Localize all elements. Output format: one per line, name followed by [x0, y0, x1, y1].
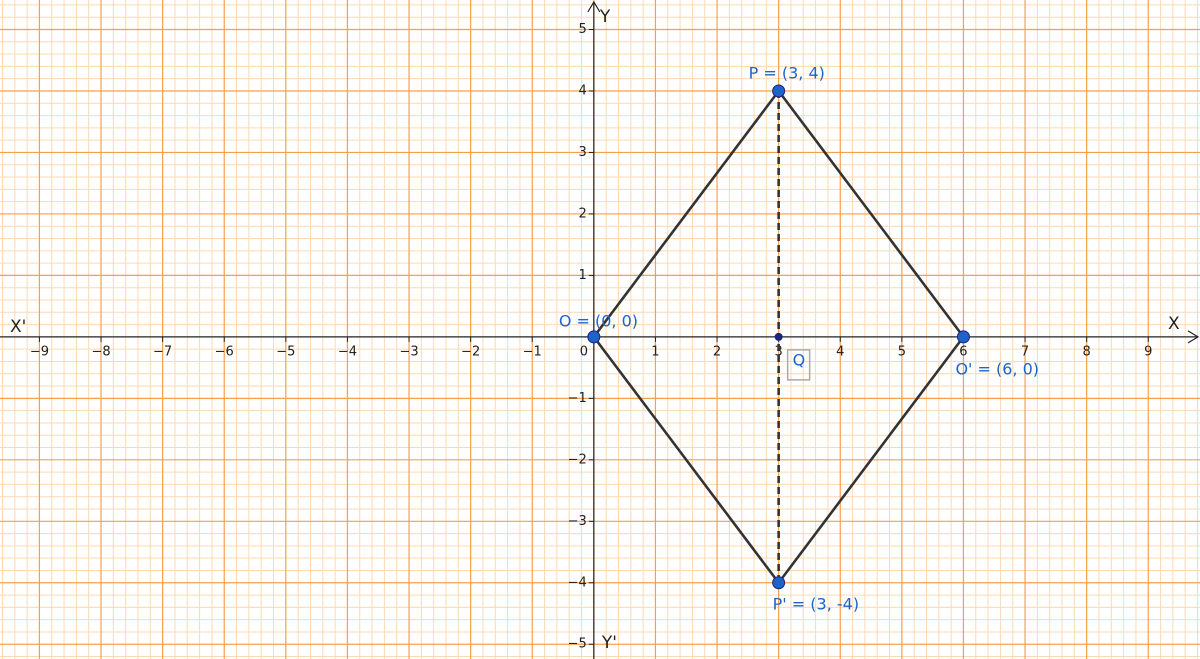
y-tick-label: −3 [568, 514, 587, 529]
x-tick-label: 0 [580, 344, 588, 359]
y-tick-label: −4 [568, 575, 587, 590]
point-label: Q [793, 350, 806, 369]
x-tick-label: −8 [91, 344, 110, 359]
x-tick-label: −2 [461, 344, 480, 359]
axis-label: X' [10, 317, 26, 337]
axis-label: X [1168, 314, 1180, 334]
label-box [786, 349, 811, 381]
segment [777, 336, 965, 584]
segment [592, 90, 780, 338]
point [772, 576, 786, 590]
x-axis-arrow [1187, 330, 1200, 344]
segment [592, 336, 780, 584]
point-label: P' = (3, -4) [773, 594, 859, 613]
axis-label: Y [599, 7, 611, 27]
point [587, 330, 601, 344]
x-tick-label: 6 [959, 344, 967, 359]
x-tick-label: 7 [1021, 344, 1029, 359]
y-tick-label: 1 [579, 268, 587, 283]
x-tick-label: −9 [30, 344, 49, 359]
x-tick-label: −1 [523, 344, 542, 359]
point-label: O = (0, 0) [559, 311, 638, 330]
y-tick-label: 4 [579, 83, 587, 98]
x-tick-label: 2 [713, 344, 721, 359]
y-tick-label: −2 [568, 452, 587, 467]
x-tick-label: −7 [153, 344, 172, 359]
segment [777, 90, 965, 338]
x-tick-label: 5 [898, 344, 906, 359]
point [774, 332, 783, 341]
x-tick-label: −5 [276, 344, 295, 359]
y-tick-label: 3 [579, 145, 587, 160]
x-tick-label: 1 [651, 344, 659, 359]
point [956, 330, 970, 344]
y-tick-label: −1 [568, 391, 587, 406]
y-tick-label: 2 [579, 206, 587, 221]
x-tick-label: 4 [836, 344, 844, 359]
y-tick-label: −5 [568, 637, 587, 652]
x-tick-label: 3 [775, 344, 783, 359]
point [772, 84, 786, 98]
y-tick-label: 5 [579, 22, 587, 37]
x-tick-label: −4 [338, 344, 357, 359]
y-axis-arrow [587, 0, 601, 13]
x-tick-label: −6 [215, 344, 234, 359]
point-label: O' = (6, 0) [955, 359, 1039, 378]
point-label: P = (3, 4) [749, 63, 825, 82]
x-tick-label: −3 [399, 344, 418, 359]
x-tick-label: 9 [1144, 344, 1152, 359]
axis-label: Y' [601, 633, 617, 653]
x-tick-label: 8 [1083, 344, 1091, 359]
